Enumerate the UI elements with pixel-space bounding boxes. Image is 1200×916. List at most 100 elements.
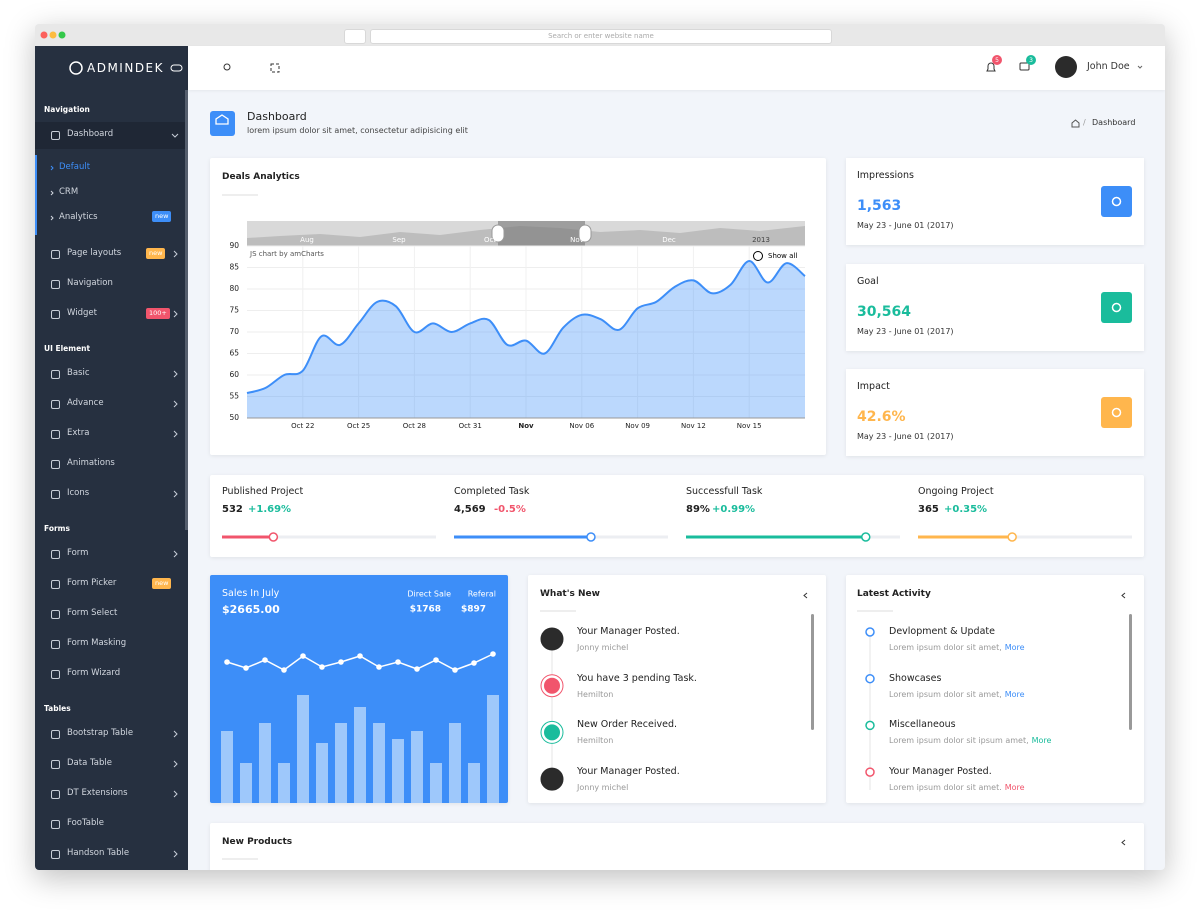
project-title: Ongoing Project [918,486,994,497]
submenu-item[interactable]: Analytics [59,212,98,222]
menu-item[interactable]: Dashboard [67,129,114,139]
search-icon[interactable] [223,63,231,71]
submenu-arrow[interactable] [173,790,178,798]
item-icon [540,627,564,651]
bar [411,731,423,803]
more-link[interactable]: More [1031,736,1052,746]
item-title: Your Manager Posted. [577,766,680,778]
navigator-handle[interactable] [578,224,592,243]
navigator-selection[interactable] [498,221,585,246]
sidebar-toggle[interactable] [170,64,183,72]
address-bar[interactable]: Search or enter website name [370,29,832,44]
breadcrumb-home[interactable] [1071,119,1080,128]
menu-item[interactable]: Form Picker [67,578,117,588]
bell-icon[interactable] [986,62,996,72]
card-title: New Products [222,837,293,847]
stat-icon [1101,186,1132,217]
collapse-button[interactable] [1121,592,1126,599]
menu-item[interactable]: Form Wizard [67,668,121,678]
submenu-arrow[interactable] [173,490,178,498]
progress-track [222,535,436,539]
y-tick-label: 65 [229,349,239,358]
menu-item[interactable]: Form Masking [67,638,127,648]
section-title: UI Element [44,344,91,353]
activity-title: Miscellaneous [889,719,956,731]
x-tick-label: Nov 09 [625,422,650,430]
avatar[interactable] [1055,56,1077,78]
menu-item[interactable]: Form [67,548,89,558]
more-link[interactable]: More [1004,643,1025,652]
submenu-arrow[interactable] [173,430,178,438]
submenu-arrow[interactable] [173,550,178,558]
zoom-button[interactable] [58,31,66,39]
page-subtitle: lorem ipsum dolor sit amet, consectetur … [247,126,468,135]
bar [316,743,328,803]
menu-item[interactable]: Icons [67,488,90,498]
close-button[interactable] [40,31,48,39]
user-chevron[interactable] [1137,65,1143,69]
breadcrumb-separator: / [1083,118,1086,127]
collapse-button[interactable] [1121,839,1126,846]
menu-icon [51,250,60,259]
more-link[interactable]: More [1004,689,1025,699]
submenu-arrow[interactable] [173,400,178,408]
submenu-arrow[interactable] [173,310,178,318]
menu-item[interactable]: DT Extensions [67,788,128,798]
item-subtitle: Jonny michel [577,783,629,793]
menu-item[interactable]: Extra [67,428,90,438]
menu-item[interactable]: Basic [67,368,90,378]
navigator-handle[interactable] [491,224,505,243]
stat-period: May 23 - June 01 (2017) [857,327,954,336]
menu-item[interactable]: Form Select [67,608,118,618]
whats-new-card [528,575,826,803]
menu-item[interactable]: Animations [67,458,115,468]
progress-bar [222,535,274,539]
y-tick-label: 90 [229,241,239,250]
stat-title: Impact [857,381,890,392]
menu-item[interactable]: Page layouts [67,248,122,258]
submenu-item[interactable]: CRM [59,187,79,197]
stat-value: 30,564 [857,304,912,320]
breakdown-label: Direct Sale [407,590,451,599]
scrollbar[interactable] [811,614,814,730]
stat-icon-glyph [1111,302,1122,313]
menu-item[interactable]: FooTable [67,818,104,828]
submenu-arrow[interactable] [173,760,178,768]
item-title: New Order Received. [577,719,678,731]
progress-knob [268,532,279,542]
stat-period: May 23 - June 01 (2017) [857,221,954,230]
submenu-arrow[interactable] [173,370,178,378]
more-link[interactable]: More [1004,783,1025,793]
x-tick-label: Oct 22 [291,422,314,430]
submenu-arrow[interactable] [173,850,178,858]
badge-dot [1026,55,1036,65]
menu-icon [51,790,60,799]
y-tick-label: 70 [229,327,239,336]
submenu-arrow[interactable] [171,133,179,138]
project-title: Published Project [222,486,304,497]
submenu-item[interactable]: Default [59,162,91,172]
menu-item[interactable]: Navigation [67,278,113,288]
brand-logo [69,61,83,75]
y-tick-label: 60 [229,370,239,379]
point [262,657,268,663]
chat-icon[interactable] [1019,62,1030,71]
menu-item[interactable]: Advance [67,398,104,408]
minimize-button[interactable] [49,31,57,39]
stat-title: Impressions [857,170,914,181]
user-name[interactable]: John Doe [1087,61,1130,72]
fullscreen-icon[interactable] [270,63,280,73]
submenu-arrow[interactable] [173,730,178,738]
menu-item[interactable]: Data Table [67,758,112,768]
menu-item[interactable]: Handson Table [67,848,130,858]
privacy-button[interactable] [344,29,366,44]
collapse-button[interactable] [803,592,808,599]
breadcrumb[interactable]: Dashboard [1092,118,1136,127]
menu-icon [51,730,60,739]
menu-item[interactable]: Widget [67,308,97,318]
show-all-button[interactable]: Show all [768,252,797,260]
menu-item[interactable]: Bootstrap Table [67,728,134,738]
submenu-arrow[interactable] [173,250,178,258]
scrollbar[interactable] [1129,614,1132,730]
zoom-out-icon[interactable] [753,251,763,261]
